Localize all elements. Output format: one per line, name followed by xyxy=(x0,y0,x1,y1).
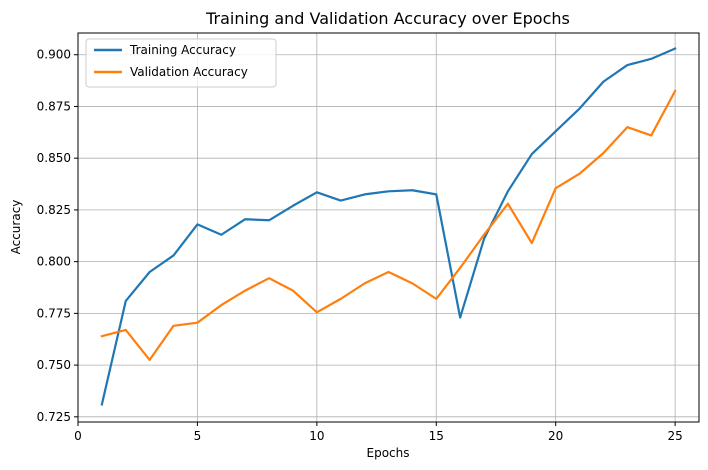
x-tick-label: 10 xyxy=(309,429,324,443)
x-tick-label: 5 xyxy=(194,429,202,443)
plot-frame xyxy=(77,32,700,423)
y-tick-label: 0.725 xyxy=(37,410,71,424)
y-tick-label: 0.750 xyxy=(37,358,71,372)
y-tick-label: 0.850 xyxy=(37,151,71,165)
y-axis-label: Accuracy xyxy=(9,200,23,255)
series-line-validation-accuracy xyxy=(100,89,677,362)
x-tick-label: 15 xyxy=(429,429,444,443)
y-tick-label: 0.775 xyxy=(37,306,71,320)
x-tick-label: 25 xyxy=(667,429,682,443)
x-axis-label: Epochs xyxy=(367,446,410,460)
legend-label-training: Training Accuracy xyxy=(129,43,236,57)
y-tick-label: 0.875 xyxy=(37,99,71,113)
legend-box xyxy=(85,38,277,88)
legend: Training Accuracy Validation Accuracy xyxy=(85,38,277,88)
legend-label-validation: Validation Accuracy xyxy=(130,65,248,79)
y-axis-ticks: 0.725 0.750 0.775 0.800 0.825 0.850 0.875 0.900 xyxy=(37,48,78,424)
series-lines xyxy=(100,47,677,406)
x-axis-ticks: 0 5 10 15 20 25 xyxy=(74,422,683,443)
x-tick-label: 20 xyxy=(548,429,563,443)
chart-title: Training and Validation Accuracy over Ep… xyxy=(205,9,570,28)
series-line-training-accuracy xyxy=(100,47,677,406)
x-tick-label: 0 xyxy=(74,429,82,443)
y-tick-label: 0.825 xyxy=(37,203,71,217)
y-tick-label: 0.800 xyxy=(37,255,71,269)
grid-lines xyxy=(77,33,699,422)
y-tick-label: 0.900 xyxy=(37,48,71,62)
